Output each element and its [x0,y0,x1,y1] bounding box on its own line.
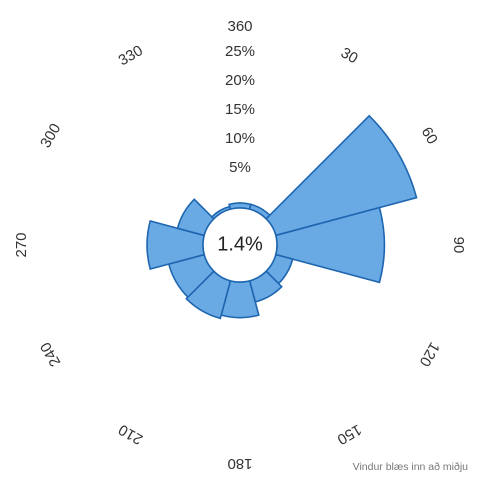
direction-label-60: 60 [418,124,441,147]
footnote: Vindur blæs inn að miðju [353,461,469,473]
ring-label-10: 10% [225,130,255,147]
direction-label-240: 240 [37,339,64,369]
ring-label-15: 15% [225,101,255,118]
ring-label-20: 20% [225,72,255,89]
direction-label-30: 30 [338,44,361,67]
calm-percentage-label: 1.4% [217,233,263,255]
direction-label-120: 120 [416,339,443,369]
ring-labels: 5% 10% 15% 20% 25% [225,43,255,176]
ring-label-5: 5% [229,159,251,176]
direction-label-330: 330 [116,42,146,69]
direction-label-360: 360 [227,18,252,35]
ring-label-25: 25% [225,43,255,60]
direction-label-150: 150 [334,421,364,448]
direction-label-90: 90 [450,237,467,254]
direction-label-180: 180 [227,455,252,472]
calm-circle [202,207,278,283]
direction-label-300: 300 [37,121,64,151]
direction-label-210: 210 [116,421,146,448]
wind-rose-sectors [146,114,418,320]
direction-label-270: 270 [13,232,30,257]
